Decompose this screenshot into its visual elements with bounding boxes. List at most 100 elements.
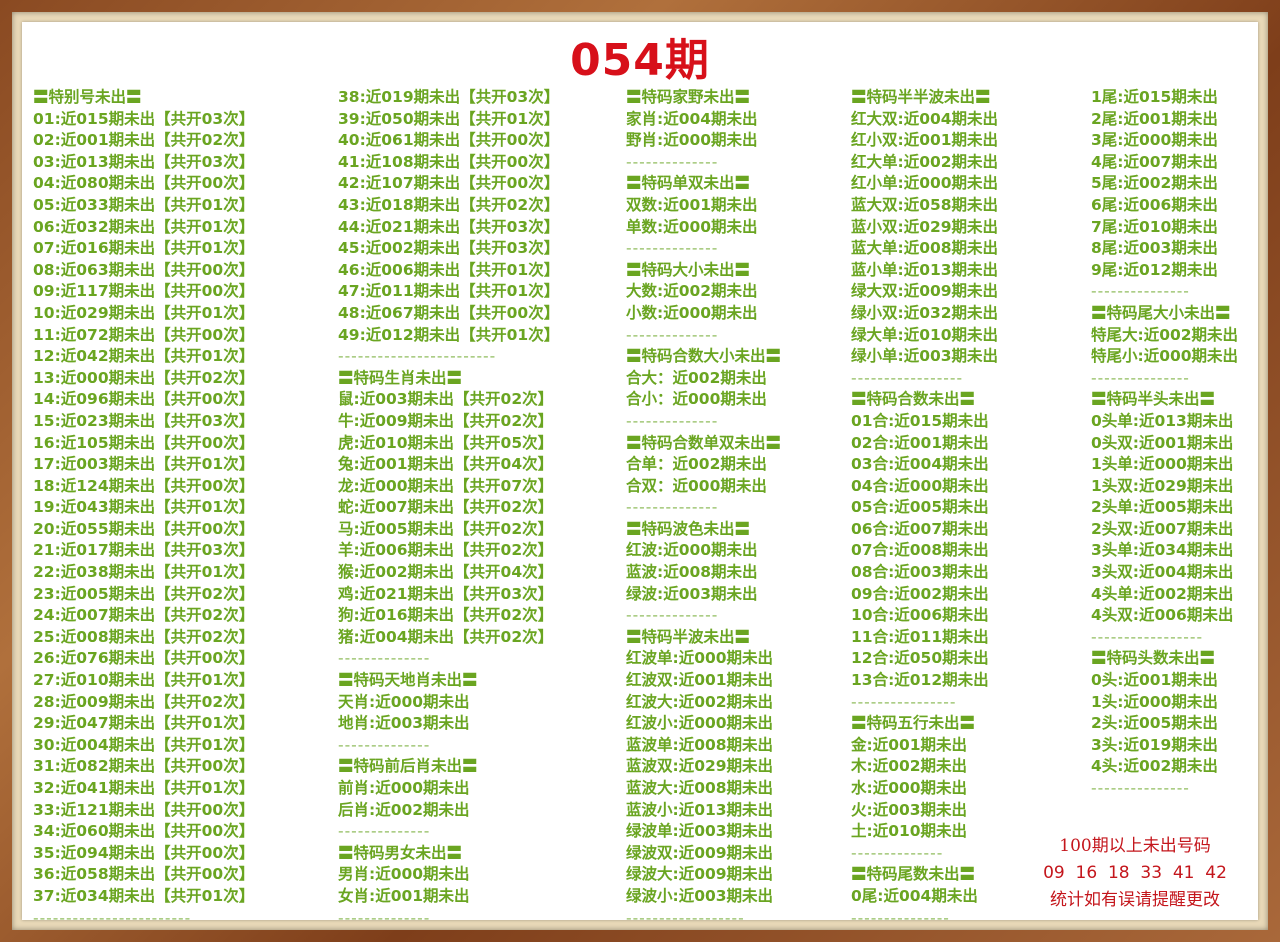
list-item: 土:近010期未出 <box>851 822 968 841</box>
section-heading: 〓特码单双未出〓 <box>626 174 751 193</box>
list-item: 01合:近015期未出 <box>851 411 989 430</box>
list-item: 女肖:近001期未出 <box>338 886 470 905</box>
list-item: 兔:近001期未出【共开04次】 <box>338 455 554 474</box>
list-item: 合大：近002期未出 <box>626 368 767 387</box>
list-item: 蓝波单:近008期未出 <box>626 735 774 754</box>
list-item: 绿大双:近009期未出 <box>851 282 999 301</box>
list-item: 8尾:近003期未出 <box>1091 239 1218 258</box>
list-item: 1头双:近029期未出 <box>1091 476 1234 495</box>
section-heading: 〓特别号未出〓 <box>33 88 142 106</box>
list-item: 10合:近006期未出 <box>851 606 989 625</box>
list-item: 4头:近002期未出 <box>1091 757 1218 776</box>
list-item: 0头:近001期未出 <box>1091 671 1218 690</box>
list-item: 33:近121期未出【共开00次】 <box>33 800 255 819</box>
list-item: 红波小:近000期未出 <box>626 714 774 733</box>
list-item: 32:近041期未出【共开01次】 <box>33 779 255 797</box>
list-item: 4头双:近006期未出 <box>1091 606 1234 625</box>
list-item: 11合:近011期未出 <box>851 627 989 646</box>
list-item: 01:近015期未出【共开03次】 <box>33 109 255 128</box>
list-item: 4头单:近002期未出 <box>1091 584 1234 603</box>
list-item: 20:近055期未出【共开00次】 <box>33 519 255 538</box>
column-special-number: 〓特别号未出〓 01:近015期未出【共开03次】 02:近001期未出【共开02次… <box>33 87 254 929</box>
list-item: 09:近117期未出【共开00次】 <box>33 282 255 301</box>
list-item: 17:近003期未出【共开01次】 <box>33 455 255 474</box>
divider: -------------- <box>338 908 431 927</box>
list-item: 地肖:近003期未出 <box>338 714 470 733</box>
list-item: 34:近060期未出【共开00次】 <box>33 822 255 841</box>
list-item: 合双：近000期未出 <box>626 476 767 495</box>
divider: ---------------- <box>851 692 957 711</box>
list-item: 26:近076期未出【共开00次】 <box>33 649 255 668</box>
list-item: 48:近067期未出【共开00次】 <box>338 303 560 322</box>
divider: -------------- <box>338 822 431 841</box>
list-item: 42:近107期未出【共开00次】 <box>338 174 560 193</box>
list-item: 1头单:近000期未出 <box>1091 455 1234 474</box>
list-item: 3头单:近034期未出 <box>1091 541 1234 560</box>
list-item: 30:近004期未出【共开01次】 <box>33 735 255 754</box>
list-item: 绿小单:近003期未出 <box>851 347 999 366</box>
list-item: 2尾:近001期未出 <box>1091 109 1218 128</box>
list-item: 07:近016期未出【共开01次】 <box>33 239 255 258</box>
list-item: 27:近010期未出【共开01次】 <box>33 671 255 690</box>
list-item: 鸡:近021期未出【共开03次】 <box>338 584 554 603</box>
divider: --------------- <box>1091 282 1190 301</box>
list-item: 12合:近050期未出 <box>851 649 989 668</box>
list-item: 蓝小双:近029期未出 <box>851 217 999 236</box>
list-item: 45:近002期未出【共开03次】 <box>338 239 560 258</box>
section-heading: 〓特码半波未出〓 <box>626 627 751 646</box>
list-item: 36:近058期未出【共开00次】 <box>33 865 255 884</box>
section-heading: 〓特码波色未出〓 <box>626 519 751 538</box>
section-heading: 〓特码尾大小未出〓 <box>1091 303 1231 322</box>
list-item: 02合:近001期未出 <box>851 433 989 452</box>
list-item: 特尾大:近002期未出 <box>1091 325 1239 344</box>
section-heading: 〓特码头数未出〓 <box>1091 649 1216 668</box>
list-item: 红波单:近000期未出 <box>626 649 774 668</box>
divider: --------------- <box>1091 368 1190 387</box>
list-item: 43:近018期未出【共开02次】 <box>338 195 560 214</box>
list-item: 蛇:近007期未出【共开02次】 <box>338 498 554 517</box>
list-item: 10:近029期未出【共开01次】 <box>33 303 255 322</box>
list-item: 24:近007期未出【共开02次】 <box>33 606 255 625</box>
list-item: 牛:近009期未出【共开02次】 <box>338 411 554 430</box>
list-item: 1尾:近015期未出 <box>1091 88 1218 106</box>
divider: -------------- <box>626 239 719 258</box>
list-item: 绿小双:近032期未出 <box>851 303 999 322</box>
list-item: 19:近043期未出【共开01次】 <box>33 498 255 517</box>
list-item: 04合:近000期未出 <box>851 476 989 495</box>
list-item: 13:近000期未出【共开02次】 <box>33 368 255 387</box>
list-item: 05合:近005期未出 <box>851 498 989 517</box>
list-item: 41:近108期未出【共开00次】 <box>338 152 560 171</box>
list-item: 44:近021期未出【共开03次】 <box>338 217 560 236</box>
list-item: 13合:近012期未出 <box>851 671 989 690</box>
section-heading: 〓特码天地肖未出〓 <box>338 671 478 690</box>
list-item: 3头双:近004期未出 <box>1091 563 1234 582</box>
divider: -------------- <box>338 735 431 754</box>
list-item: 火:近003期未出 <box>851 800 968 819</box>
section-heading: 〓特码合数大小未出〓 <box>626 347 782 366</box>
list-item: 金:近001期未出 <box>851 735 968 754</box>
list-item: 9尾:近012期未出 <box>1091 260 1218 279</box>
list-item: 03:近013期未出【共开03次】 <box>33 152 255 171</box>
list-item: 红大双:近004期未出 <box>851 109 999 128</box>
section-heading: 〓特码大小未出〓 <box>626 260 751 279</box>
column-halfwave-sum-element: 〓特码半半波未出〓 红大双:近004期未出 红小双:近001期未出 红大单:近002期… <box>851 87 998 929</box>
divider: --------------- <box>851 908 950 927</box>
list-item: 2头双:近007期未出 <box>1091 519 1234 538</box>
list-item: 22:近038期未出【共开01次】 <box>33 563 255 582</box>
section-heading: 〓特码合数未出〓 <box>851 390 976 409</box>
list-item: 绿波:近003期未出 <box>626 584 758 603</box>
list-item: 28:近009期未出【共开02次】 <box>33 692 255 711</box>
section-heading: 〓特码生肖未出〓 <box>338 368 463 387</box>
divider: -------------- <box>626 606 719 625</box>
list-item: 前肖:近000期未出 <box>338 779 470 797</box>
list-item: 4尾:近007期未出 <box>1091 152 1218 171</box>
list-item: 特尾小:近000期未出 <box>1091 347 1239 366</box>
content-sheet <box>22 22 1258 920</box>
list-item: 03合:近004期未出 <box>851 455 989 474</box>
list-item: 08:近063期未出【共开00次】 <box>33 260 255 279</box>
list-item: 羊:近006期未出【共开02次】 <box>338 541 554 560</box>
list-item: 绿波大:近009期未出 <box>626 865 774 884</box>
list-item: 狗:近016期未出【共开02次】 <box>338 606 554 625</box>
list-item: 水:近000期未出 <box>851 779 968 797</box>
note-numbers: 09 16 18 33 41 42 <box>1043 863 1227 883</box>
